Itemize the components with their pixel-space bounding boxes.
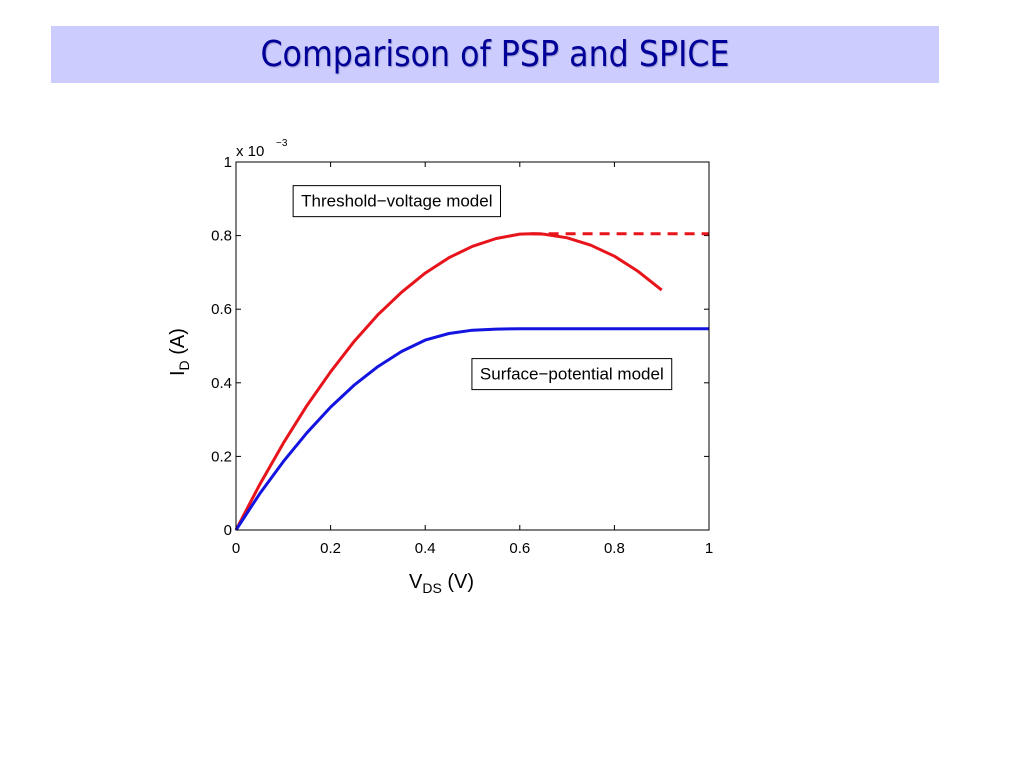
series-layer [234,232,709,531]
x-tick-label: 0.4 [415,540,436,557]
annotation-frame [471,358,673,391]
series-line [234,232,663,531]
plot-frame [235,161,710,531]
y-tick-label: 0.2 [211,448,232,465]
annotation-frame [292,185,502,218]
annotation-text: Threshold−voltage model [301,192,492,211]
x-tick-label: 0 [232,540,240,557]
annotation-box: Surface−potential model [471,358,673,391]
plot-area [236,162,709,530]
slide-title: Comparison of PSP and SPICE [260,34,730,75]
y-tick-label: 1 [224,154,232,171]
svg-text:VDS (V): VDS (V) [409,571,474,596]
x-tick-label: 0.6 [509,540,530,557]
x-tick-label: 0.2 [320,540,341,557]
x-tick-label: 1 [705,540,713,557]
tick-labels: 0 0.2 0.4 0.6 0.8 1 0 0.2 0.4 0.6 0.8 1 [211,154,713,557]
y-exponent-power: −3 [276,138,288,149]
y-axis-label-main: I [167,370,189,376]
y-axis-label-unit: (A) [167,328,189,360]
y-exponent-base: x 10 [236,143,264,160]
x-axis-label-sub: DS [422,580,441,596]
annotations: Threshold−voltage model Surface−potential… [292,185,673,391]
y-axis-label-sub: D [176,360,192,370]
x-axis-label-unit: (V) [442,571,474,593]
annotation-box: Threshold−voltage model [292,185,502,218]
y-axis-label: ID (A) [167,328,192,376]
y-tick-label: 0 [224,522,232,539]
title-bar: Comparison of PSP and SPICE [51,26,939,83]
svg-text:ID (A): ID (A) [167,328,192,376]
series-line [234,327,709,531]
y-tick-label: 0.4 [211,375,232,392]
annotation-text: Surface−potential model [480,365,664,384]
x-axis-label-main: V [409,571,423,593]
y-tick-label: 0.8 [211,228,232,245]
x-axis-label: VDS (V) [409,571,474,596]
y-tick-label: 0.6 [211,301,232,318]
x-tick-label: 0.8 [604,540,625,557]
